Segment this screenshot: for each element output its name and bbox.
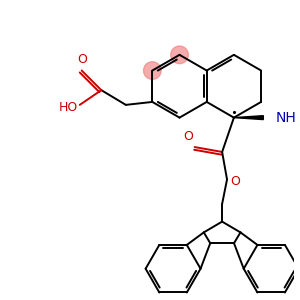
Circle shape [143,62,161,80]
Text: O: O [183,130,193,143]
Text: O: O [230,175,240,188]
Polygon shape [234,116,263,120]
Text: NH: NH [276,111,297,124]
Circle shape [171,46,188,64]
Text: HO: HO [58,101,78,114]
Text: O: O [78,52,88,66]
